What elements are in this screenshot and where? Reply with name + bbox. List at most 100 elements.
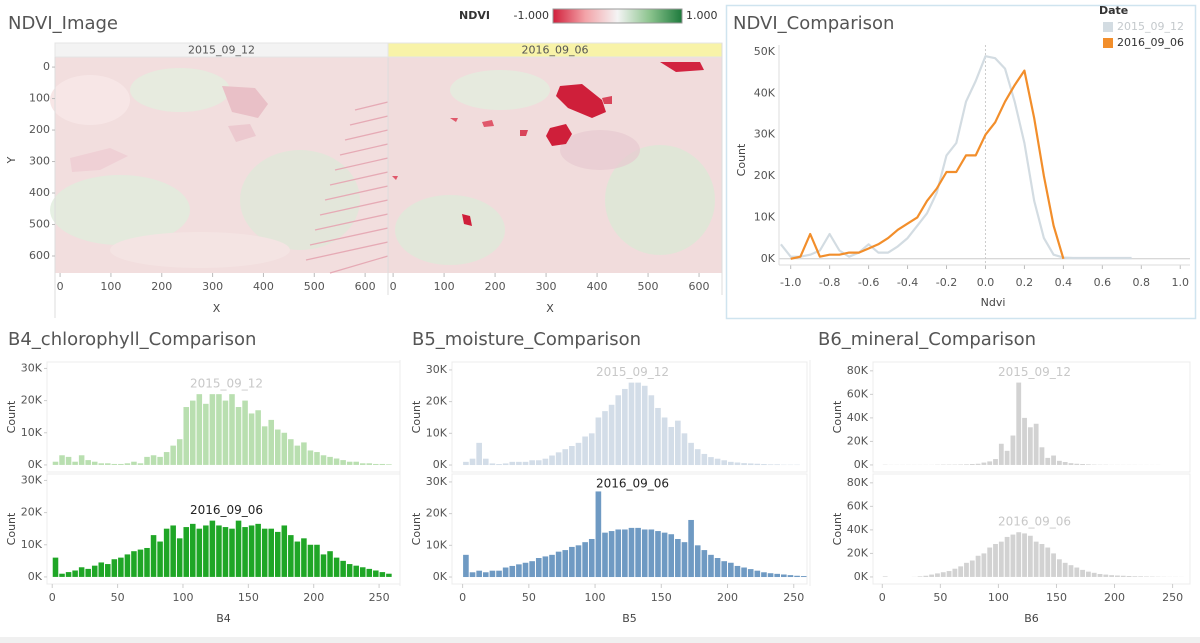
texture	[560, 130, 640, 170]
bar	[98, 463, 105, 465]
y-tick-label: 30K	[754, 128, 776, 141]
panel	[46, 473, 401, 585]
bar	[694, 449, 701, 466]
panel	[46, 361, 401, 473]
y-tick-label: 500	[29, 218, 50, 231]
x-tick-label: 0.6	[1094, 276, 1112, 289]
bar	[91, 565, 98, 577]
bar	[628, 382, 635, 466]
bar	[529, 460, 535, 466]
panel	[451, 473, 808, 585]
bar	[781, 574, 787, 578]
bar	[1109, 575, 1115, 577]
bar	[72, 461, 78, 465]
bar	[359, 567, 366, 577]
bar	[1085, 571, 1091, 577]
ndvi-image-2015	[50, 57, 389, 274]
y-tick-label: 300	[29, 155, 50, 168]
bar	[655, 531, 661, 578]
y-tick-label: 0K	[28, 458, 43, 471]
bar	[502, 463, 509, 466]
spot	[602, 96, 612, 104]
bar	[549, 554, 555, 578]
bar	[52, 557, 59, 577]
bar	[353, 461, 359, 465]
bar	[72, 570, 78, 577]
x-tick-label: 1.0	[1172, 276, 1190, 289]
x-tick-label: 100	[172, 591, 193, 604]
bar	[694, 545, 701, 578]
y-tick-label: 0K	[761, 252, 776, 265]
bar	[366, 568, 373, 577]
bar	[1039, 544, 1045, 577]
bar	[489, 570, 496, 578]
bar	[569, 446, 575, 466]
bar	[635, 382, 641, 466]
bar	[1033, 541, 1039, 577]
bar	[714, 558, 721, 578]
bar	[242, 400, 248, 465]
y-tick-label: 20K	[426, 507, 448, 520]
bar	[340, 560, 346, 577]
bar	[157, 541, 163, 577]
bar	[307, 450, 314, 465]
bar	[105, 564, 111, 577]
x-tick-label: 150	[651, 591, 672, 604]
bar	[163, 528, 170, 577]
hatch-line	[314, 213, 389, 231]
bar	[615, 529, 622, 578]
x-axis-label: B5	[622, 612, 637, 625]
bar	[111, 559, 118, 577]
bar	[535, 558, 542, 578]
panel	[872, 361, 1191, 473]
bar	[969, 464, 975, 465]
bar	[379, 463, 386, 465]
bar	[373, 570, 379, 577]
y-tick-label: 10K	[21, 538, 43, 551]
bar	[668, 426, 675, 466]
bar	[602, 411, 608, 466]
y-tick-label: 50K	[754, 45, 776, 58]
series-label: 2015_09_12	[190, 377, 263, 391]
bar	[588, 538, 595, 578]
bar	[800, 576, 807, 578]
bar	[274, 531, 281, 577]
x-tick-label: 500	[638, 280, 659, 293]
x-tick-label: 200	[151, 280, 172, 293]
panel	[872, 473, 1191, 585]
ndvi-image-2016	[388, 57, 722, 273]
x-tick-label: 0	[879, 591, 886, 604]
bar	[196, 394, 203, 465]
bar	[469, 572, 476, 578]
hatch-line	[339, 143, 389, 156]
bar	[741, 567, 747, 578]
bar	[708, 457, 714, 466]
bar	[301, 538, 307, 577]
bar	[274, 429, 281, 465]
bar	[641, 529, 648, 578]
bar	[463, 461, 469, 466]
bar	[516, 564, 522, 578]
bar	[91, 461, 98, 465]
x-tick-label: 50	[933, 591, 947, 604]
lake	[556, 84, 606, 118]
spot	[450, 118, 458, 122]
bar	[675, 538, 681, 578]
bar	[1022, 417, 1027, 465]
bar	[708, 554, 714, 578]
bar	[1027, 427, 1033, 465]
bar	[294, 541, 301, 577]
bar	[1016, 532, 1022, 577]
bar	[209, 394, 216, 465]
y-tick-label: 400	[29, 186, 50, 199]
x-tick-label: 0	[49, 591, 56, 604]
x-tick-label: -0.8	[819, 276, 840, 289]
bar	[373, 463, 379, 465]
texture	[605, 145, 715, 255]
bar	[1103, 574, 1109, 577]
bar	[774, 573, 781, 578]
series-label: 2016_09_06	[596, 477, 669, 491]
x-tick-label: 0	[390, 280, 397, 293]
bar	[131, 551, 137, 577]
color-scale	[552, 8, 683, 24]
